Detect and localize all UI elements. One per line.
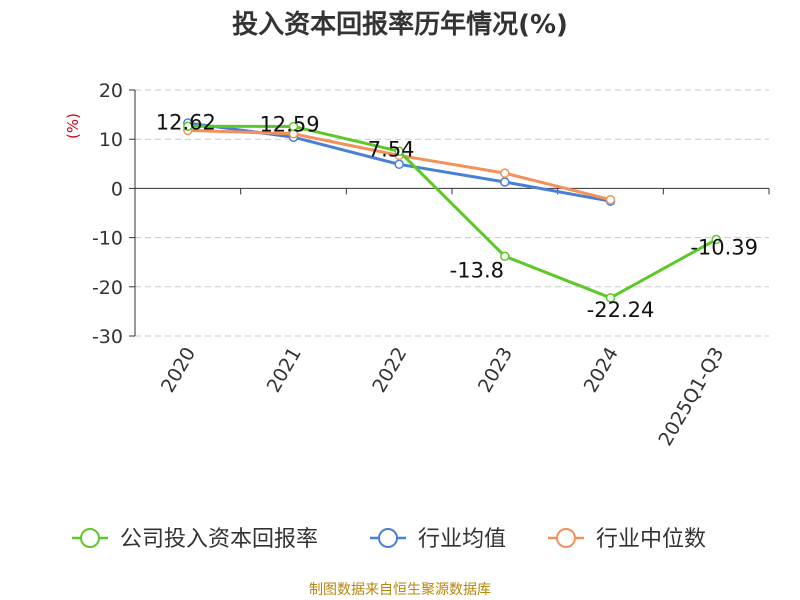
data-label: 12.62 (156, 110, 216, 134)
series-lines (183, 118, 721, 303)
x-tick-label: 2022 (368, 344, 411, 397)
x-tick-label: 2023 (474, 344, 517, 397)
x-tick-label: 2025Q1-Q3 (654, 344, 728, 450)
legend-label: 行业均值 (418, 527, 506, 552)
y-tick-labels: 20 10 0 -10 -20 -30 (92, 80, 123, 348)
y-tick-label: 0 (111, 178, 123, 200)
x-tick-label: 2021 (263, 344, 306, 397)
data-label: 7.54 (368, 137, 415, 161)
legend-swatch-marker (80, 528, 100, 548)
data-labels: 12.62 12.59 7.54 -13.8 -22.24 -10.39 (156, 110, 758, 322)
chart-title: 投入资本回报率历年情况(%) (232, 9, 568, 40)
legend-swatch-marker (378, 528, 398, 548)
legend-swatch-marker (556, 528, 576, 548)
y-tick-label: -10 (92, 228, 123, 250)
legend-label: 公司投入资本回报率 (120, 527, 318, 552)
data-point (288, 121, 299, 132)
source-note: 制图数据来自恒生聚源数据库 (309, 582, 491, 598)
gridlines (135, 89, 769, 337)
data-point (394, 146, 404, 157)
data-point (711, 234, 721, 245)
data-point (500, 251, 510, 262)
data-point (183, 121, 193, 132)
data-label: 12.59 (259, 112, 319, 136)
data-point (500, 168, 510, 178)
legend: 公司投入资本回报率 行业均值 行业中位数 (72, 527, 706, 552)
y-tick-label: -20 (92, 277, 123, 299)
legend-label: 行业中位数 (596, 527, 706, 552)
y-tick-label: 10 (99, 129, 123, 151)
x-tick-label: 2020 (157, 344, 200, 397)
data-label: -13.8 (450, 258, 504, 282)
data-point (500, 177, 510, 187)
data-point (605, 293, 616, 303)
y-axis-label: (%) (64, 113, 82, 139)
data-label: -10.39 (690, 236, 758, 260)
series-line (187, 124, 717, 300)
axes (129, 89, 770, 337)
y-tick-label: 20 (99, 80, 123, 102)
data-label: -22.24 (587, 298, 655, 322)
data-point (605, 194, 616, 205)
y-tick-label: -30 (92, 326, 123, 348)
x-tick-labels: 2020 2021 2022 2023 2024 2025Q1-Q3 (157, 344, 729, 450)
data-point (394, 159, 404, 170)
x-tick-label: 2024 (580, 344, 623, 397)
